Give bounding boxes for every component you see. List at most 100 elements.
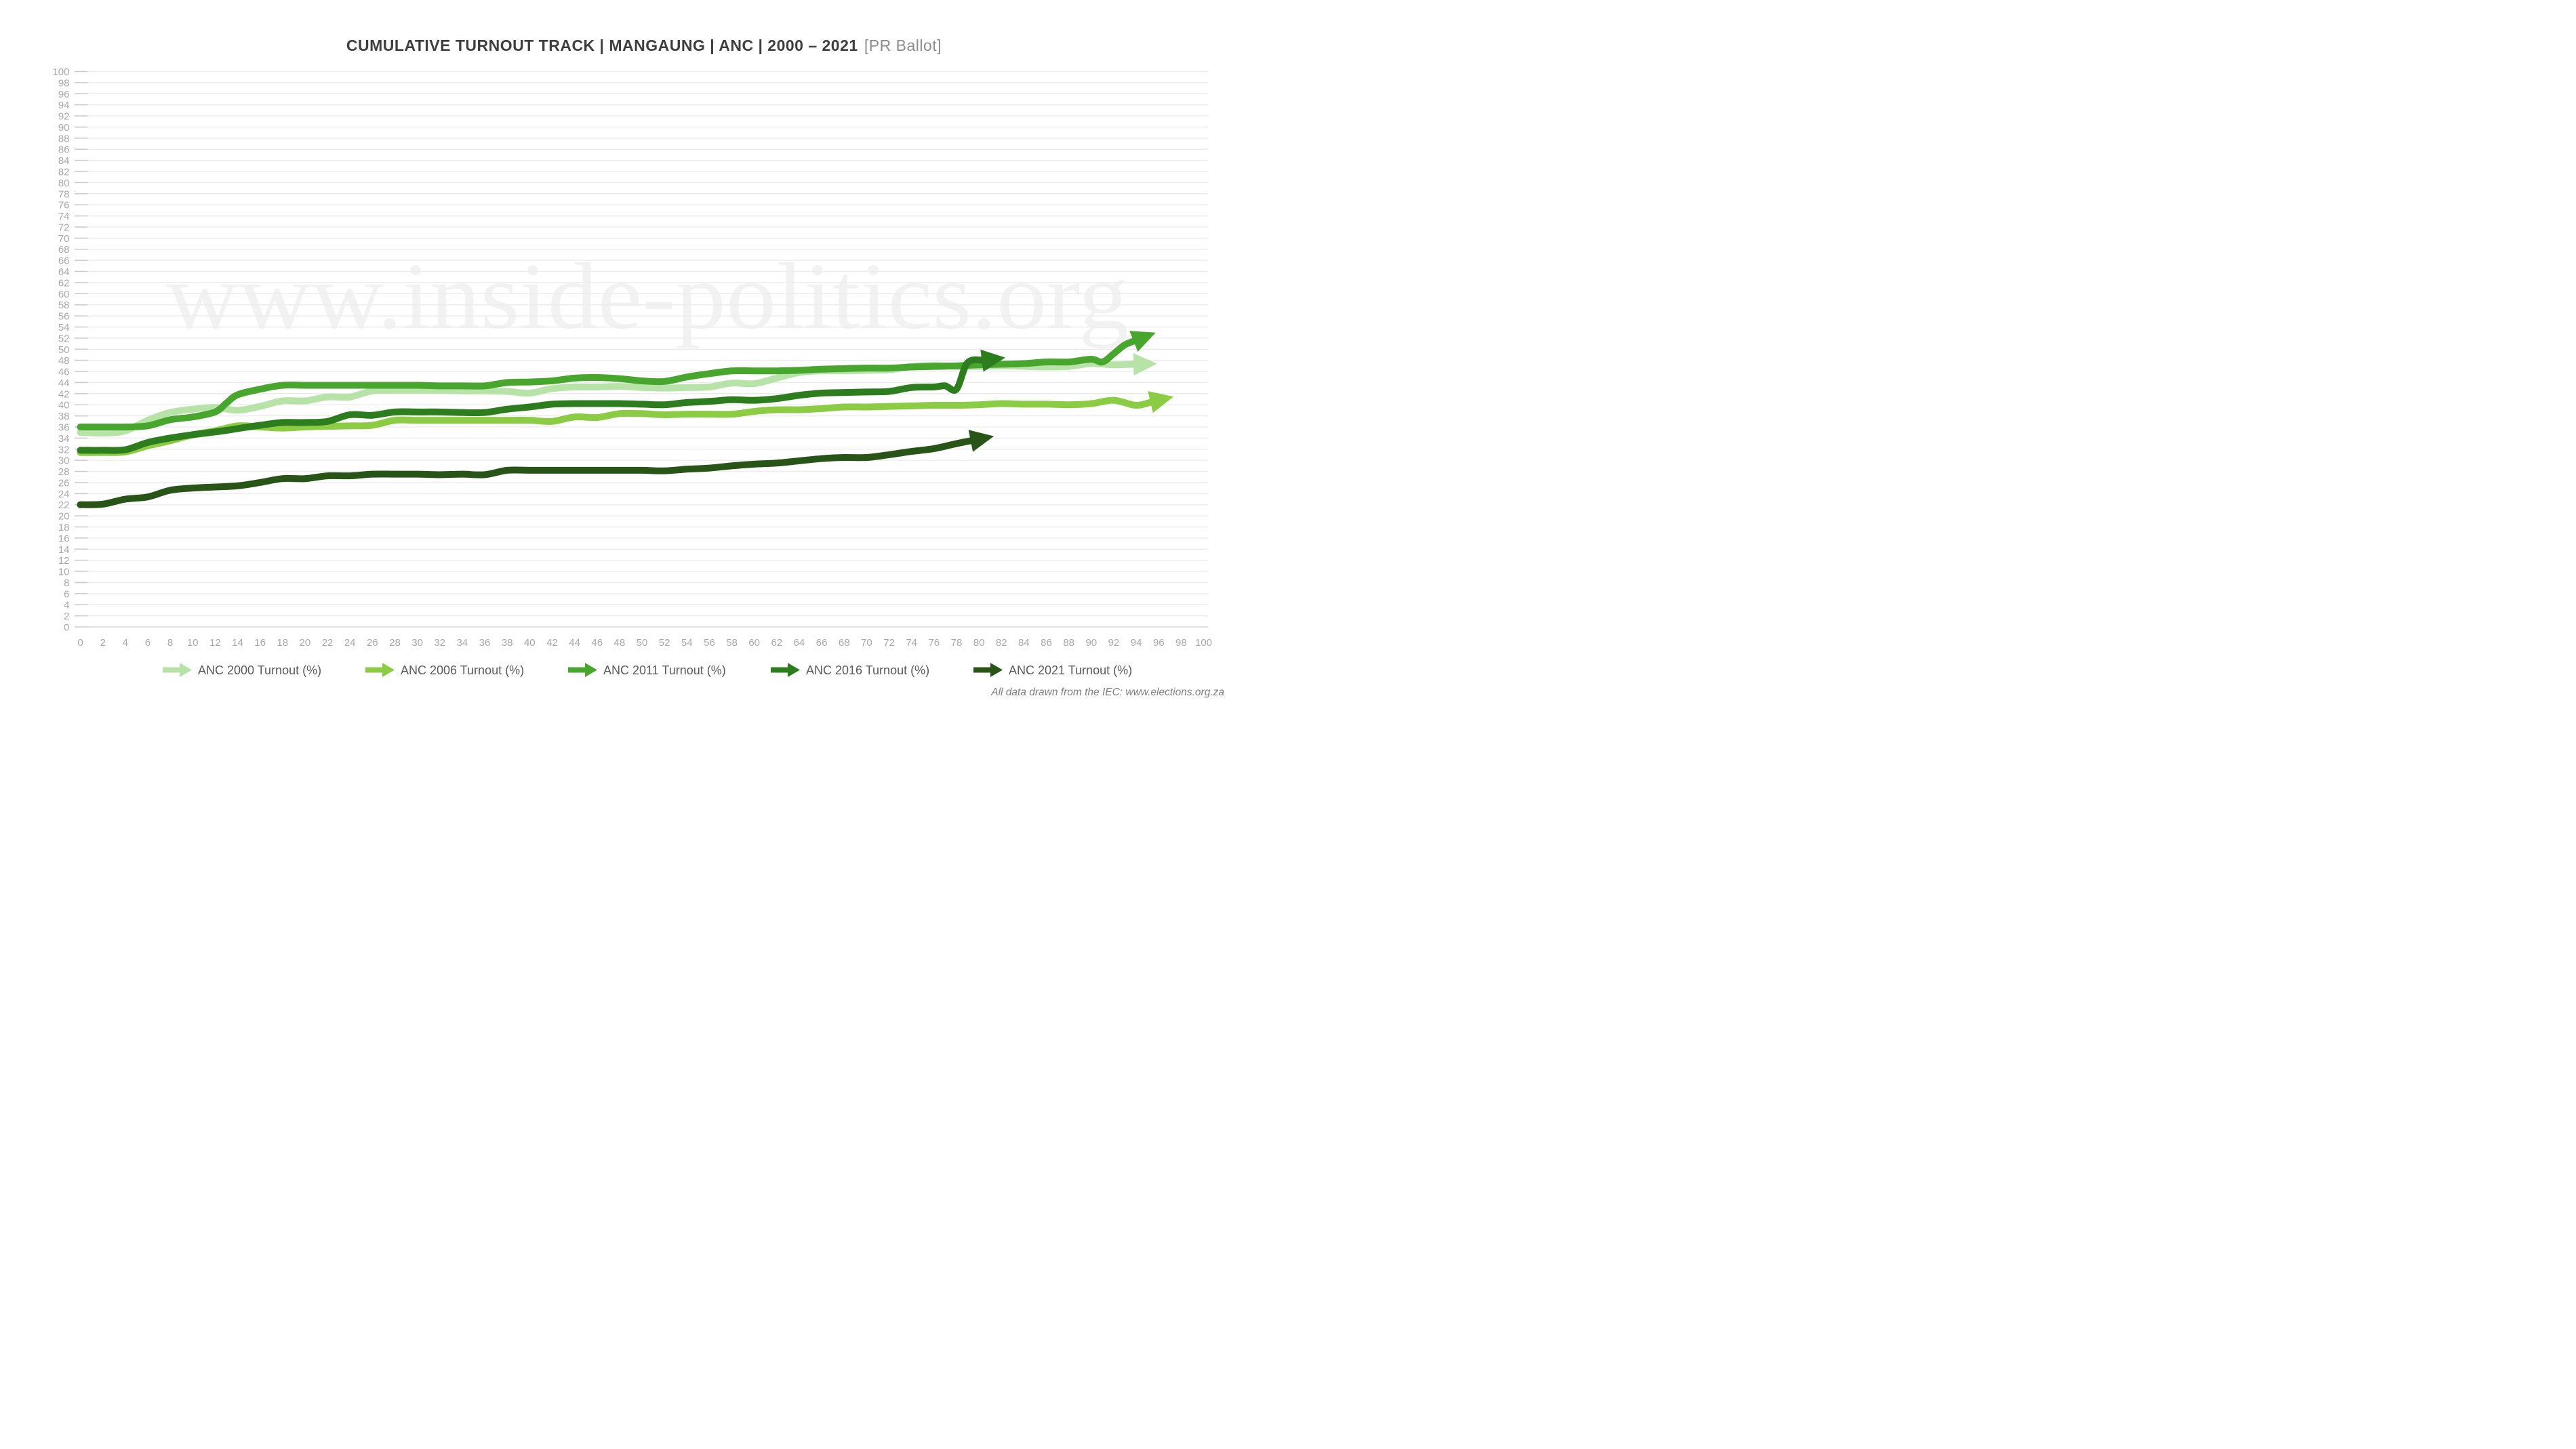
y-axis-label: 62 bbox=[58, 277, 70, 289]
x-axis-label: 94 bbox=[1131, 637, 1142, 649]
y-axis-label: 50 bbox=[58, 344, 70, 356]
x-axis-label: 22 bbox=[322, 637, 334, 649]
y-axis-label: 56 bbox=[58, 311, 70, 323]
x-axis-label: 40 bbox=[524, 637, 536, 649]
legend-item-anc-2011-turnout: ANC 2011 Turnout (%) bbox=[568, 663, 726, 677]
legend-arrow-icon bbox=[771, 663, 800, 677]
x-axis-label: 50 bbox=[637, 637, 648, 649]
y-axis-label: 32 bbox=[58, 444, 70, 455]
series-arrow-anc-2021-turnout bbox=[968, 430, 994, 452]
x-axis-label: 36 bbox=[479, 637, 491, 649]
chart-title: CUMULATIVE TURNOUT TRACK | MANGAUNG | AN… bbox=[346, 37, 942, 54]
y-axis-label: 78 bbox=[58, 188, 70, 200]
x-axis-label: 52 bbox=[659, 637, 670, 649]
x-axis-label: 16 bbox=[254, 637, 266, 649]
y-axis-label: 74 bbox=[58, 211, 70, 222]
y-axis-label: 14 bbox=[58, 544, 70, 556]
x-axis-label: 30 bbox=[411, 637, 423, 649]
legend-item-anc-2021-turnout: ANC 2021 Turnout (%) bbox=[973, 663, 1132, 677]
series-line-anc-2021-turnout bbox=[77, 436, 977, 508]
y-axis-label: 82 bbox=[58, 167, 70, 178]
x-axis-label: 88 bbox=[1063, 637, 1074, 649]
x-axis-label: 0 bbox=[77, 637, 83, 649]
y-axis-label: 40 bbox=[58, 400, 70, 411]
y-axis-label: 70 bbox=[58, 233, 70, 245]
series-arrow-anc-2000-turnout bbox=[1133, 352, 1158, 375]
legend-item-anc-2016-turnout: ANC 2016 Turnout (%) bbox=[771, 663, 929, 677]
y-axis-label: 90 bbox=[58, 122, 70, 134]
y-axis-label: 68 bbox=[58, 244, 70, 256]
y-axis-label: 80 bbox=[58, 178, 70, 189]
x-axis-label: 58 bbox=[726, 637, 738, 649]
series-arrow-anc-2006-turnout bbox=[1148, 391, 1174, 413]
x-axis-label: 98 bbox=[1175, 637, 1187, 649]
y-axis-label: 44 bbox=[58, 377, 70, 389]
legend-item-anc-2000-turnout: ANC 2000 Turnout (%) bbox=[163, 663, 321, 677]
y-axis-label: 96 bbox=[58, 89, 70, 100]
x-axis-label: 80 bbox=[973, 637, 985, 649]
y-axis-label: 54 bbox=[58, 322, 70, 333]
y-axis-label: 26 bbox=[58, 477, 70, 489]
series-arrow-anc-2016-turnout bbox=[980, 349, 1006, 372]
x-axis-label: 48 bbox=[614, 637, 626, 649]
x-axis-label: 46 bbox=[591, 637, 603, 649]
x-axis-label: 66 bbox=[816, 637, 828, 649]
x-axis-label: 82 bbox=[996, 637, 1007, 649]
y-axis-label: 22 bbox=[58, 499, 70, 511]
x-axis-label: 42 bbox=[546, 637, 558, 649]
x-axis-label: 60 bbox=[748, 637, 760, 649]
x-axis-label: 28 bbox=[389, 637, 401, 649]
x-axis-label: 44 bbox=[569, 637, 580, 649]
x-axis-label: 38 bbox=[502, 637, 513, 649]
y-axis-label: 0 bbox=[64, 622, 69, 634]
y-axis-label: 84 bbox=[58, 155, 70, 167]
y-axis-label: 4 bbox=[64, 600, 69, 611]
x-axis-label: 72 bbox=[883, 637, 895, 649]
legend-arrow-icon bbox=[365, 663, 395, 677]
y-axis-label: 98 bbox=[58, 77, 70, 89]
x-axis-label: 86 bbox=[1041, 637, 1052, 649]
legend-item-label: ANC 2016 Turnout (%) bbox=[806, 664, 929, 677]
legend-arrow-icon bbox=[973, 663, 1003, 677]
y-axis-label: 6 bbox=[64, 588, 69, 600]
y-axis-label: 28 bbox=[58, 466, 70, 478]
y-axis-label: 10 bbox=[58, 567, 70, 578]
x-axis-label: 76 bbox=[928, 637, 940, 649]
y-axis-label: 88 bbox=[58, 133, 70, 144]
y-axis-label: 66 bbox=[58, 256, 70, 267]
y-axis-label: 58 bbox=[58, 300, 70, 311]
x-axis-label: 6 bbox=[145, 637, 150, 649]
chart-title-main: CUMULATIVE TURNOUT TRACK | MANGAUNG | AN… bbox=[346, 37, 858, 54]
x-axis-label: 78 bbox=[951, 637, 963, 649]
y-axis-label: 12 bbox=[58, 555, 70, 567]
source-note: All data drawn from the IEC: www.electio… bbox=[990, 687, 1224, 698]
x-axis-label: 24 bbox=[344, 637, 356, 649]
x-axis-label: 32 bbox=[434, 637, 445, 649]
legend-item-anc-2006-turnout: ANC 2006 Turnout (%) bbox=[365, 663, 524, 677]
x-axis-label: 8 bbox=[167, 637, 173, 649]
watermark: www.inside-politics.org bbox=[166, 244, 1129, 349]
y-axis-label: 72 bbox=[58, 222, 70, 233]
series-line-anc-2016-turnout bbox=[77, 356, 988, 454]
series-line-anc-2011-turnout bbox=[77, 337, 1140, 431]
y-axis-label: 2 bbox=[64, 611, 69, 622]
y-axis-label: 36 bbox=[58, 422, 70, 433]
y-axis-label: 46 bbox=[58, 367, 70, 378]
y-axis-label: 20 bbox=[58, 511, 70, 523]
x-axis-label: 96 bbox=[1153, 637, 1165, 649]
y-axis-label: 52 bbox=[58, 333, 70, 344]
x-axis-label: 70 bbox=[861, 637, 872, 649]
x-axis-label: 14 bbox=[232, 637, 243, 649]
x-axis-label: 54 bbox=[681, 637, 693, 649]
y-axis-label: 24 bbox=[58, 489, 70, 500]
x-axis-label: 92 bbox=[1108, 637, 1120, 649]
x-axis-label: 74 bbox=[906, 637, 917, 649]
y-axis-label: 18 bbox=[58, 522, 70, 533]
y-axis-label: 86 bbox=[58, 144, 70, 156]
y-axis-label: 92 bbox=[58, 111, 70, 123]
legend-item-label: ANC 2011 Turnout (%) bbox=[603, 664, 726, 677]
legend-item-label: ANC 2021 Turnout (%) bbox=[1009, 664, 1132, 677]
chart-title-suffix: [PR Ballot] bbox=[864, 37, 942, 54]
legend: ANC 2000 Turnout (%) ANC 2006 Turnout (%)… bbox=[163, 663, 1132, 677]
y-axis-label: 42 bbox=[58, 388, 70, 400]
